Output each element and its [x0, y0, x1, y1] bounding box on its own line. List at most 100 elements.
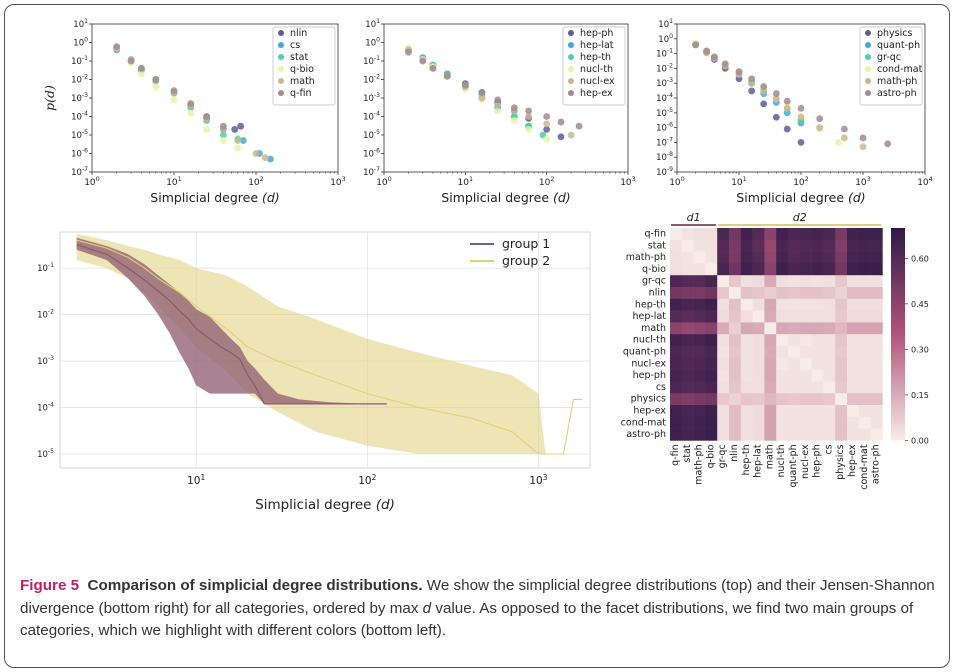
- colorbar-tick-label: 0.15: [911, 391, 929, 400]
- heatmap-row-label: quant-ph: [623, 346, 666, 357]
- heatmap-cell: [847, 393, 860, 406]
- heatmap-cell: [870, 381, 883, 394]
- heatmap-cell: [858, 251, 871, 264]
- heatmap-cell: [870, 287, 883, 300]
- heatmap-cell: [670, 298, 683, 311]
- heatmap-cell: [847, 405, 860, 418]
- data-point: [710, 53, 718, 61]
- y-axis-label: p(d): [42, 85, 57, 111]
- heatmap-cell: [776, 239, 789, 252]
- y-tick-label: 10-7: [656, 136, 673, 148]
- legend-marker: [865, 42, 871, 48]
- data-point: [783, 97, 791, 105]
- data-point: [797, 139, 805, 146]
- data-point: [525, 107, 533, 115]
- heatmap-cell: [811, 334, 824, 347]
- heatmap-cell: [858, 369, 871, 382]
- heatmap-cell: [823, 416, 836, 429]
- heatmap-cell: [764, 393, 777, 406]
- heatmap-cell: [811, 239, 824, 252]
- heatmap-cell: [776, 393, 789, 406]
- x-axis-label: Simplicial degree (d): [150, 190, 279, 205]
- heatmap-cell: [823, 310, 836, 323]
- heatmap-cell: [681, 369, 694, 382]
- data-point: [884, 140, 892, 148]
- y-tick-label: 10-2: [37, 309, 54, 321]
- heatmap-cell: [811, 381, 824, 394]
- heatmap-cell: [799, 369, 812, 382]
- heatmap-cell: [776, 381, 789, 394]
- heatmap-cell: [740, 405, 753, 418]
- data-point: [219, 137, 227, 144]
- heatmap-cell: [729, 405, 742, 418]
- y-tick-label: 10-4: [656, 92, 673, 104]
- data-point: [692, 41, 700, 49]
- heatmap-cell: [705, 393, 718, 406]
- heatmap-cell: [799, 239, 812, 252]
- data-point: [543, 120, 551, 128]
- heatmap-cell: [729, 322, 742, 335]
- heatmap-cell: [764, 357, 777, 370]
- heatmap-cell: [752, 346, 765, 359]
- heatmap-cell: [740, 287, 753, 300]
- heatmap-cell: [799, 322, 812, 335]
- heatmap-row-label: nucl-ex: [631, 358, 666, 369]
- y-tick-label: 100: [73, 37, 88, 49]
- heatmap-cell: [740, 334, 753, 347]
- heatmap-cell: [705, 322, 718, 335]
- heatmap-cell: [776, 251, 789, 264]
- heatmap-col-label: nlin: [729, 444, 740, 461]
- heatmap-cell: [799, 287, 812, 300]
- heatmap-cell: [835, 287, 848, 300]
- heatmap-cell: [717, 369, 730, 382]
- heatmap-cell: [870, 251, 883, 264]
- y-tick-label: 10-5: [37, 448, 54, 460]
- heatmap-cell: [788, 416, 801, 429]
- heatmap-cell: [752, 310, 765, 323]
- heatmap-cell: [705, 428, 718, 441]
- x-axis-label: Simplicial degree (d): [255, 497, 395, 513]
- heatmap-cell: [752, 275, 765, 288]
- heatmap-cell: [788, 287, 801, 300]
- heatmap-cell: [764, 405, 777, 418]
- heatmap-cell: [705, 239, 718, 252]
- data-point: [261, 154, 269, 162]
- heatmap-cell: [705, 369, 718, 382]
- heatmap-cell: [740, 263, 753, 276]
- heatmap-cell: [717, 310, 730, 323]
- heatmap-cell: [740, 393, 753, 406]
- heatmap-cell: [670, 310, 683, 323]
- heatmap-cell: [776, 428, 789, 441]
- heatmap-cell: [788, 239, 801, 252]
- heatmap-cell: [670, 393, 683, 406]
- heatmap-cell: [823, 298, 836, 311]
- y-tick-label: 10-1: [363, 55, 380, 67]
- heatmap-cell: [870, 228, 883, 241]
- heatmap-cell: [811, 228, 824, 241]
- legend-marker: [568, 54, 574, 60]
- data-point: [405, 48, 412, 56]
- y-tick-label: 10-2: [656, 62, 673, 74]
- heatmap-cell: [788, 428, 801, 441]
- heatmap-cell: [811, 357, 824, 370]
- heatmap-cell: [776, 287, 789, 300]
- heatmap-cell: [717, 298, 730, 311]
- heatmap-cell: [717, 322, 730, 335]
- heatmap-cell: [729, 357, 742, 370]
- legend-label: group 2: [502, 253, 550, 268]
- legend-label: hep-ph: [580, 28, 613, 39]
- heatmap-col-label: quant-ph: [788, 444, 799, 487]
- heatmap-cell: [670, 287, 683, 300]
- heatmap-cell: [811, 346, 824, 359]
- legend-label: astro-ph: [877, 88, 917, 99]
- heatmap-col-label: stat: [682, 444, 693, 462]
- heatmap-cell: [670, 428, 683, 441]
- y-tick-label: 10-3: [656, 77, 673, 89]
- heatmap-cell: [776, 369, 789, 382]
- heatmap-cell: [847, 346, 860, 359]
- heatmap-cell: [823, 393, 836, 406]
- heatmap-cell: [811, 298, 824, 311]
- heatmap-cell: [788, 346, 801, 359]
- y-tick-label: 100: [658, 33, 673, 45]
